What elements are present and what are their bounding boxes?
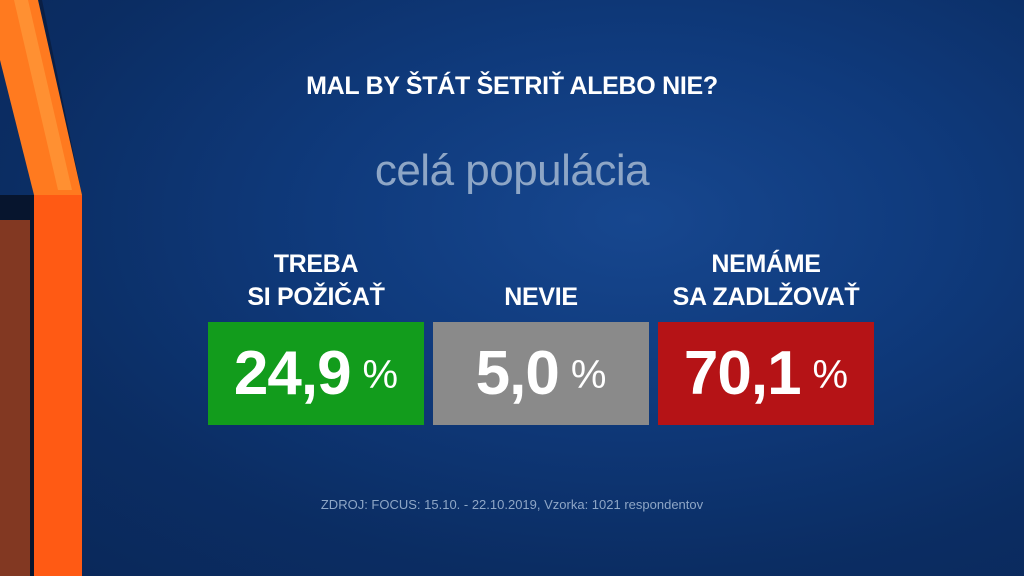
option-label-line: TREBA — [273, 250, 359, 278]
orange-frame-vertical — [34, 195, 82, 576]
orange-frame-highlight — [14, 0, 72, 190]
result-value: 70,1 — [683, 339, 802, 408]
result-value: 24,9 — [233, 339, 352, 408]
option-label-borrow: TREBA SI POŽIČAŤ — [208, 240, 424, 314]
option-label-line: SA ZADLŽOVAŤ — [672, 283, 860, 311]
percent-sign: % — [812, 353, 849, 397]
result-value: 5,0 — [475, 339, 560, 408]
option-label-no-debt: NEMÁME SA ZADLŽOVAŤ — [658, 240, 874, 314]
percent-sign: % — [362, 353, 399, 397]
orange-frame-inner — [0, 220, 30, 576]
population-subtitle: celá populácia — [374, 146, 650, 195]
option-label-dont-know: NEVIE — [433, 240, 649, 314]
result-box-dont-know: 5,0 % — [433, 322, 649, 425]
option-label-line: NEVIE — [504, 283, 578, 311]
option-label-line: NEMÁME — [711, 250, 821, 278]
result-box-no-debt: 70,1 % — [658, 322, 874, 425]
option-label-line: SI POŽIČAŤ — [247, 283, 385, 311]
result-box-borrow: 24,9 % — [208, 322, 424, 425]
orange-frame-decoration — [0, 0, 82, 576]
percent-sign: % — [570, 353, 607, 397]
source-footnote: ZDROJ: FOCUS: 15.10. - 22.10.2019, Vzork… — [320, 497, 704, 512]
question-title: MAL BY ŠTÁT ŠETRIŤ ALEBO NIE? — [306, 72, 718, 100]
